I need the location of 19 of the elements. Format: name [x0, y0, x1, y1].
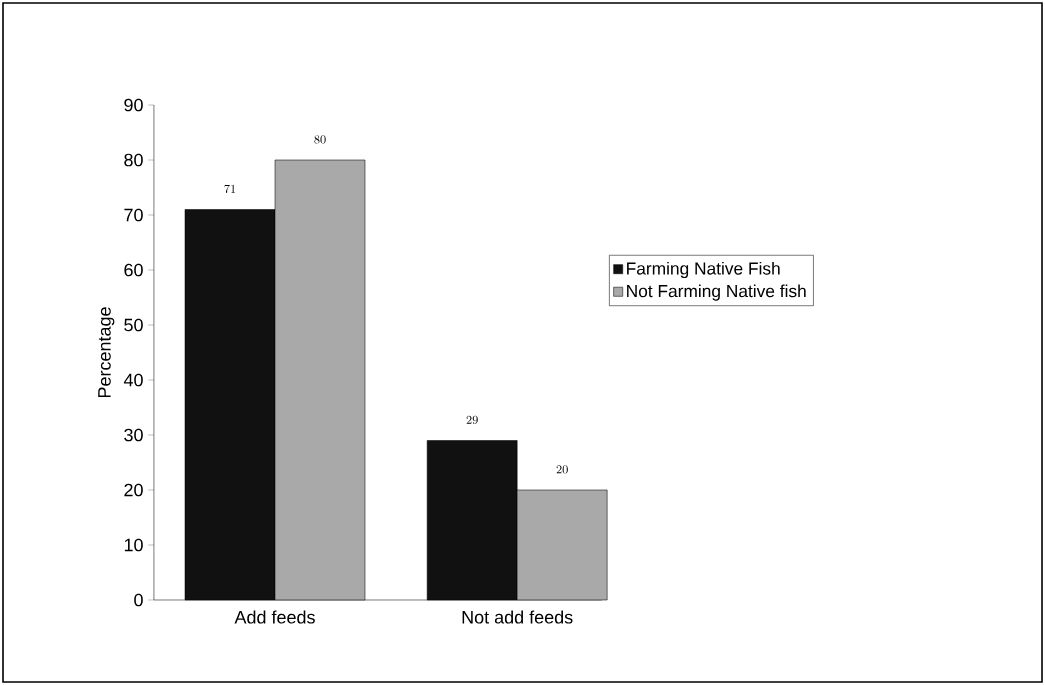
y-axis-title: Percentage [98, 307, 115, 398]
legend-label: Farming Native Fish [627, 261, 780, 279]
data-label: 71 [224, 184, 236, 194]
y-tick-label: 80 [124, 153, 143, 167]
y-tick-label: 90 [124, 98, 143, 112]
legend-label: Not Farming Native fish [627, 284, 806, 301]
y-tick-label: 70 [124, 208, 143, 222]
data-label: 80 [314, 135, 326, 144]
y-tick-label: 20 [124, 483, 143, 497]
y-tick-label: 50 [124, 318, 143, 332]
y-tick-label: 10 [124, 538, 143, 552]
x-tick-label: Not add feeds [462, 610, 573, 624]
data-label: 20 [556, 465, 568, 474]
y-tick-label: 40 [123, 373, 143, 387]
data-label: 29 [466, 415, 478, 425]
y-tick-label: 30 [124, 428, 143, 442]
y-tick-label: 0 [134, 593, 143, 607]
y-tick-label: 60 [124, 263, 143, 277]
x-tick-label: Add feeds [234, 610, 315, 624]
